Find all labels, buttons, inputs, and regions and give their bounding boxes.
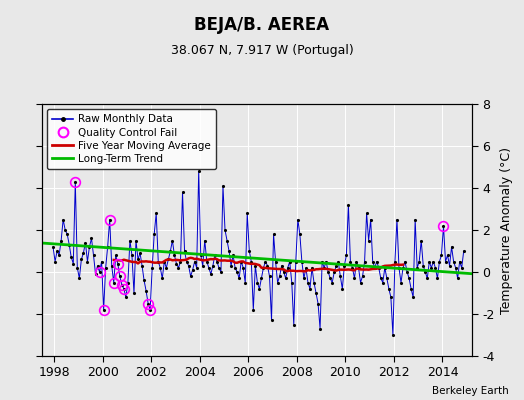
Text: 38.067 N, 7.917 W (Portugal): 38.067 N, 7.917 W (Portugal)	[171, 44, 353, 57]
Text: Berkeley Earth: Berkeley Earth	[432, 386, 508, 396]
Text: BEJA/B. AEREA: BEJA/B. AEREA	[194, 16, 330, 34]
Y-axis label: Temperature Anomaly (°C): Temperature Anomaly (°C)	[500, 146, 513, 314]
Legend: Raw Monthly Data, Quality Control Fail, Five Year Moving Average, Long-Term Tren: Raw Monthly Data, Quality Control Fail, …	[47, 109, 216, 169]
